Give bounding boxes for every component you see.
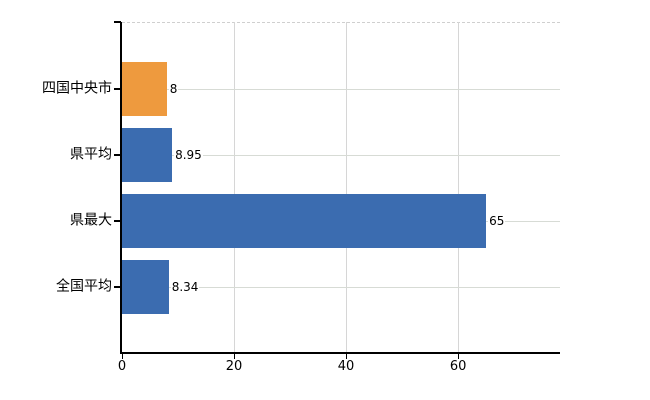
x-axis-line (120, 352, 560, 354)
x-axis-tick (346, 354, 347, 359)
value-label: 65 (488, 214, 506, 228)
x-tick-label: 0 (117, 359, 127, 374)
y-axis-top-tick (114, 21, 121, 23)
bar-prefecture-average (122, 128, 173, 182)
plot-area: 8 8.95 65 8.34 (122, 22, 560, 353)
value-label: 8 (168, 82, 179, 96)
category-tick (114, 286, 121, 288)
category-label-prefecture-average: 県平均 (70, 146, 112, 163)
vertical-gridline (346, 22, 347, 353)
category-label-shikokuchuo: 四国中央市 (42, 80, 112, 97)
y-axis-line (120, 22, 122, 353)
x-axis-tick (234, 354, 235, 359)
x-axis-tick (122, 354, 123, 359)
value-label: 8.95 (174, 148, 203, 162)
bar-shikokuchuo (122, 62, 167, 116)
x-tick-label: 40 (337, 359, 355, 374)
vertical-gridline (234, 22, 235, 353)
bar-national-average (122, 260, 169, 314)
bar-prefecture-max (122, 194, 487, 248)
value-label: 8.34 (170, 280, 200, 294)
x-axis-tick (458, 354, 460, 359)
category-tick (114, 88, 121, 90)
plot-top-border (122, 22, 560, 23)
x-tick-label: 20 (225, 359, 243, 374)
row-gridline (122, 89, 560, 90)
category-label-prefecture-max: 県最大 (70, 212, 112, 229)
x-tick-label: 60 (449, 359, 467, 374)
category-label-national-average: 全国平均 (56, 278, 112, 295)
row-gridline (122, 287, 560, 288)
vertical-gridline (458, 22, 460, 353)
category-tick (114, 220, 121, 222)
row-gridline (122, 155, 560, 156)
category-tick (114, 154, 121, 156)
